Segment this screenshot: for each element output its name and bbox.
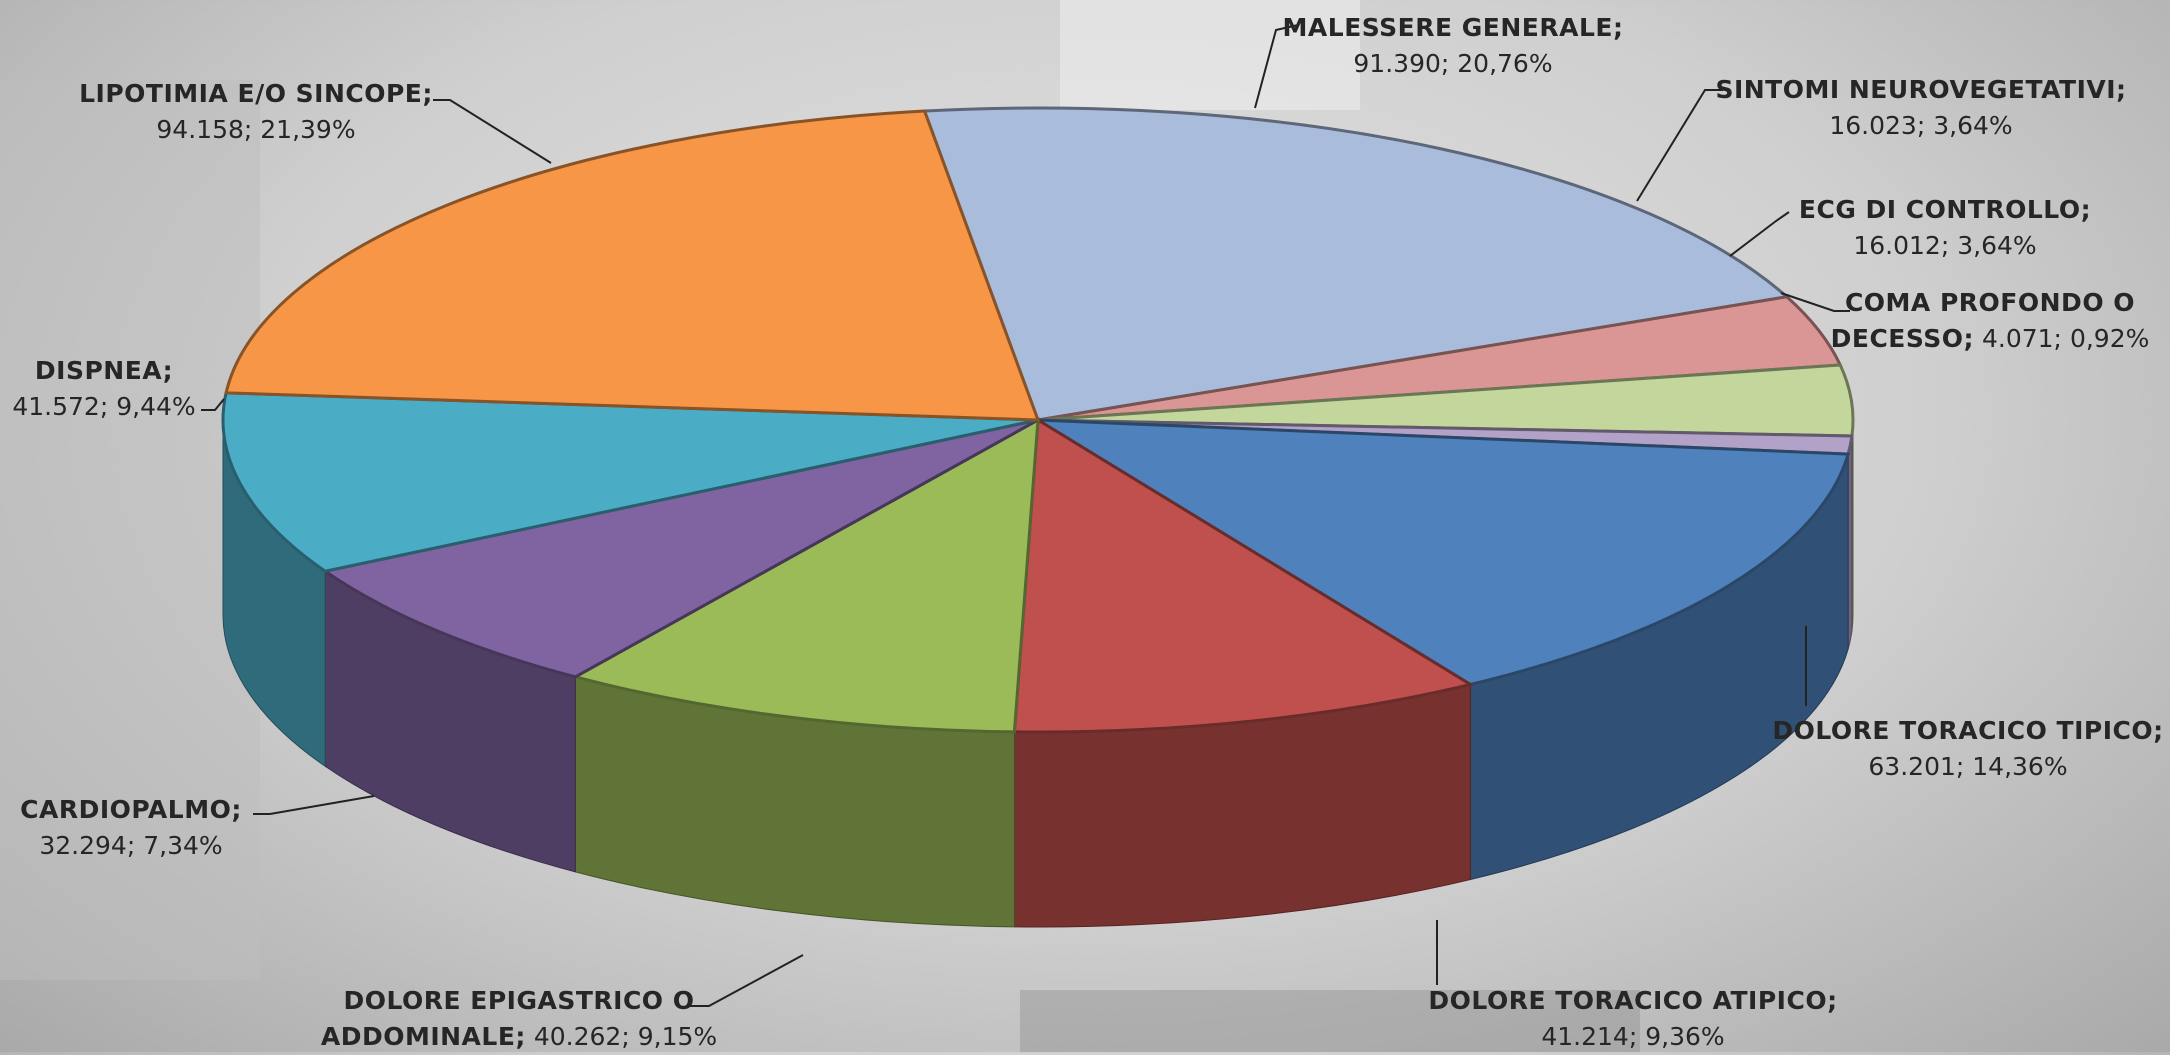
- leader-line: [1729, 211, 1790, 257]
- value-label: 4.071;: [1981, 324, 2062, 353]
- leader-lines: [201, 24, 1850, 1007]
- value-label: 40.262;: [533, 1022, 630, 1051]
- percent-label: 9,15%: [637, 1022, 718, 1051]
- data-label: DOLORE EPIGASTRICO O ADDOMINALE; 40.262;…: [309, 983, 729, 1055]
- leader-line: [201, 398, 225, 411]
- background-shape: [0, 80, 260, 980]
- category-label: SINTOMI NEUROVEGETATIVI;: [1715, 75, 2127, 104]
- slice: [1012, 417, 1475, 734]
- slice: [221, 391, 1039, 573]
- slice: [922, 106, 1791, 422]
- value-label: 41.214;: [1541, 1022, 1638, 1051]
- category-label: COMA PROFONDO O DECESSO;: [1830, 288, 2136, 353]
- leader-line: [1780, 292, 1850, 312]
- slice: [571, 417, 1040, 734]
- percent-label: 9,36%: [1645, 1022, 1725, 1051]
- percent-label: 3,64%: [1933, 111, 2013, 140]
- slice: [1032, 418, 1851, 687]
- data-label: MALESSERE GENERALE; 91.390; 20,76%: [1243, 10, 1663, 82]
- percent-label: 3,64%: [1957, 231, 2037, 260]
- percent-label: 20,76%: [1457, 49, 1553, 78]
- category-label: MALESSERE GENERALE;: [1282, 13, 1624, 42]
- pie: [221, 106, 1855, 928]
- slice: [321, 418, 1039, 679]
- leader-line: [1254, 24, 1299, 109]
- category-label: DOLORE EPIGASTRICO O ADDOMINALE;: [320, 986, 695, 1051]
- leader-line: [433, 99, 552, 164]
- leader-line: [253, 795, 375, 815]
- value-label: 41.572;: [12, 392, 109, 421]
- category-label: DOLORE TORACICO TIPICO;: [1772, 716, 2164, 745]
- percent-label: 0,92%: [2069, 324, 2150, 353]
- value-label: 94.158;: [156, 115, 253, 144]
- data-label: CARDIOPALMO; 32.294; 7,34%: [1, 792, 261, 864]
- percent-label: 7,34%: [143, 831, 223, 860]
- leader-line: [688, 954, 804, 1007]
- data-label: LIPOTIMIA E/O SINCOPE; 94.158; 21,39%: [56, 76, 456, 148]
- data-label: DOLORE TORACICO TIPICO; 63.201; 14,36%: [1758, 713, 2170, 785]
- slice: [224, 109, 1041, 422]
- category-label: ECG DI CONTROLLO;: [1798, 195, 2092, 224]
- percent-label: 21,39%: [260, 115, 356, 144]
- percent-label: 14,36%: [1972, 752, 2068, 781]
- background-shape: [1020, 990, 1640, 1052]
- data-label: ECG DI CONTROLLO; 16.012; 3,64%: [1745, 192, 2145, 264]
- background-shape: [1060, 0, 1360, 110]
- category-label: DISPNEA;: [34, 356, 174, 385]
- value-label: 91.390;: [1353, 49, 1450, 78]
- data-label: SINTOMI NEUROVEGETATIVI; 16.023; 3,64%: [1691, 72, 2151, 144]
- value-label: 63.201;: [1868, 752, 1965, 781]
- leader-line: [1636, 89, 1723, 202]
- percent-label: 9,44%: [116, 392, 196, 421]
- value-label: 16.023;: [1829, 111, 1926, 140]
- category-label: LIPOTIMIA E/O SINCOPE;: [79, 79, 433, 108]
- slice-side: [1847, 435, 1853, 650]
- data-label: COMA PROFONDO O DECESSO; 4.071; 0,92%: [1810, 285, 2170, 357]
- value-label: 16.012;: [1853, 231, 1950, 260]
- data-label: DISPNEA; 41.572; 9,44%: [4, 353, 204, 425]
- category-label: DOLORE TORACICO ATIPICO;: [1428, 986, 1838, 1015]
- category-label: CARDIOPALMO;: [20, 795, 242, 824]
- value-label: 32.294;: [39, 831, 136, 860]
- data-label: DOLORE TORACICO ATIPICO; 41.214; 9,36%: [1413, 983, 1853, 1055]
